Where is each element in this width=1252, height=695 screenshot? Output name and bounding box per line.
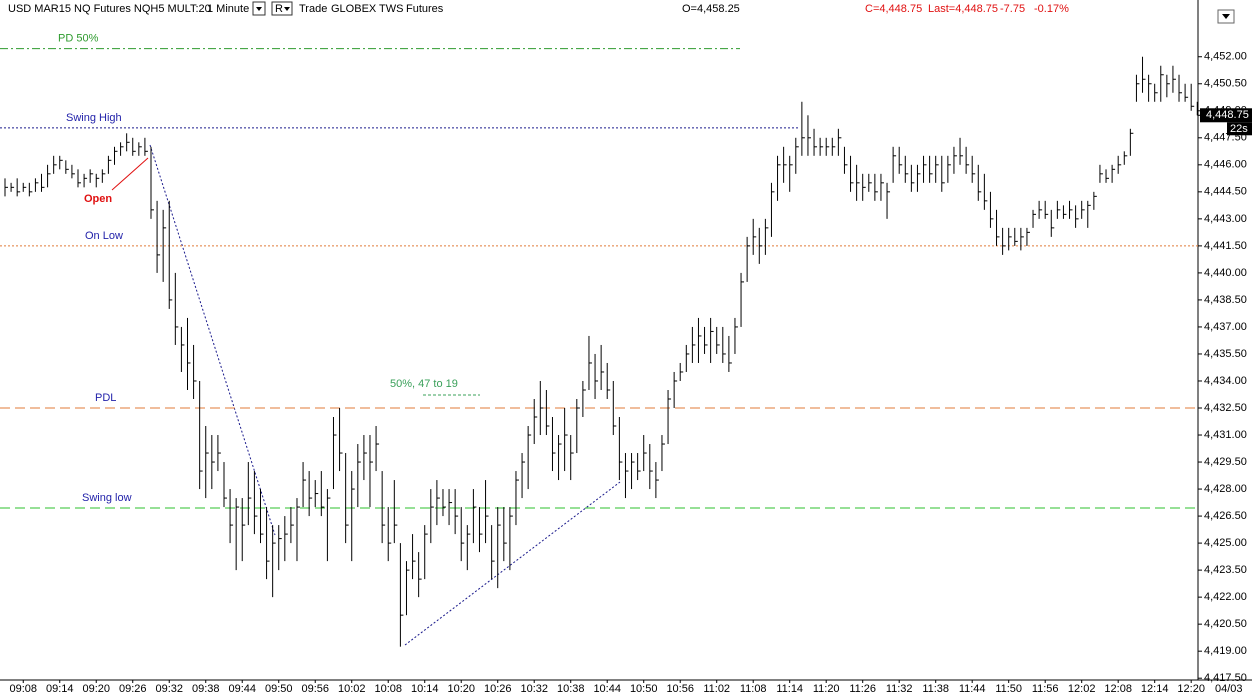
x-tick-label: 09:26	[119, 683, 147, 695]
r-button[interactable]	[271, 1, 293, 16]
date-box	[1213, 682, 1252, 695]
close-value: C=4,448.75	[865, 3, 922, 15]
x-tick-label: 09:14	[46, 683, 74, 695]
level-label: PD 50%	[58, 33, 99, 45]
x-tick-label: 10:14	[411, 683, 439, 695]
x-tick-label: 12:14	[1141, 683, 1169, 695]
y-tick-label: 4,428.00	[1204, 483, 1247, 495]
change: -7.75	[1000, 3, 1025, 15]
x-tick-label: 10:44	[593, 683, 621, 695]
header-item: Futures	[406, 3, 444, 15]
y-tick-label: 4,446.00	[1204, 159, 1247, 171]
level-label: PDL	[95, 392, 116, 404]
last-value: Last=4,448.75	[928, 3, 998, 15]
y-tick-label: 4,452.00	[1204, 51, 1247, 63]
menu-arrow	[1222, 14, 1230, 19]
price-marker-label: 4,448.75	[1206, 109, 1249, 121]
r-label: R	[275, 3, 283, 15]
swing-line	[149, 144, 276, 536]
y-tick-label: 4,422.00	[1204, 591, 1247, 603]
x-tick-label: 09:38	[192, 683, 220, 695]
y-tick-label: 4,426.50	[1204, 510, 1247, 522]
y-tick-label: 4,443.00	[1204, 213, 1247, 225]
header-item: Trade	[299, 3, 327, 15]
annotation: Open	[84, 193, 112, 205]
x-tick-label: 09:56	[301, 683, 329, 695]
y-tick-label: 4,438.50	[1204, 294, 1247, 306]
x-tick-label: 11:26	[849, 683, 876, 695]
x-tick-label: 09:44	[228, 683, 256, 695]
y-tick-label: 4,434.00	[1204, 375, 1247, 387]
open-value: O=4,458.25	[682, 3, 740, 15]
level-label: Swing High	[66, 112, 122, 124]
y-tick-label: 4,432.50	[1204, 402, 1247, 414]
x-tick-label: 11:38	[922, 683, 949, 695]
x-tick-label: 10:32	[520, 683, 548, 695]
timer-label: 22s	[1230, 123, 1248, 135]
x-tick-label: 11:50	[995, 683, 1022, 695]
open-pointer	[111, 157, 149, 191]
y-tick-label: 4,435.50	[1204, 348, 1247, 360]
y-tick-label: 4,423.50	[1204, 564, 1247, 576]
x-tick-label: 11:44	[959, 683, 986, 695]
x-tick-label: 11:02	[703, 683, 730, 695]
x-tick-label: 10:20	[447, 683, 475, 695]
y-tick-label: 4,425.00	[1204, 537, 1247, 549]
y-tick-label: 4,429.50	[1204, 456, 1247, 468]
x-tick-label: 10:08	[374, 683, 402, 695]
price-marker	[1200, 108, 1252, 123]
x-tick-label: 11:20	[813, 683, 840, 695]
y-tick-label: 4,441.50	[1204, 240, 1247, 252]
instrument: USD MAR15 NQ Futures NQH5 MULT:20	[8, 3, 211, 15]
x-tick-label: 12:02	[1068, 683, 1096, 695]
change-pct: -0.17%	[1034, 3, 1069, 15]
level-label: On Low	[85, 230, 123, 242]
x-tick-label: 12:20	[1177, 683, 1205, 695]
x-tick-label: 10:26	[484, 683, 512, 695]
swing-line	[404, 481, 621, 646]
y-tick-label: 4,417.50	[1204, 672, 1247, 684]
header: USD MAR15 NQ Futures NQH5 MULT:20 1 Minu…	[8, 1, 1235, 24]
x-tick-label: 11:08	[740, 683, 767, 695]
y-tick-label: 4,450.50	[1204, 78, 1247, 90]
x-tick-label: 11:56	[1032, 683, 1059, 695]
y-tick-label: 4,420.50	[1204, 618, 1247, 630]
timer-box	[1227, 122, 1252, 136]
y-tick-label: 4,431.00	[1204, 429, 1247, 441]
date-label: 04/03	[1215, 683, 1243, 695]
y-tick-label: 4,440.00	[1204, 267, 1247, 279]
x-tick-label: 09:20	[82, 683, 110, 695]
x-tick-label: 10:50	[630, 683, 658, 695]
x-tick-label: 10:56	[666, 683, 694, 695]
level-label: Swing low	[82, 492, 132, 504]
x-tick-label: 09:08	[9, 683, 37, 695]
y-tick-label: 4,419.00	[1204, 645, 1247, 657]
x-tick-label: 09:50	[265, 683, 293, 695]
r-arrow	[284, 7, 290, 11]
x-tick-label: 09:32	[155, 683, 183, 695]
annotation: 50%, 47 to 19	[390, 378, 458, 390]
header-item: TWS	[379, 3, 403, 15]
x-tick-label: 11:32	[886, 683, 913, 695]
x-tick-label: 10:38	[557, 683, 585, 695]
x-tick-label: 11:14	[776, 683, 803, 695]
y-tick-label: 4,444.50	[1204, 186, 1247, 198]
dropdown-arrow	[256, 7, 262, 11]
interval: 1 Minute	[207, 3, 249, 15]
x-tick-label: 10:02	[338, 683, 366, 695]
header-item: GLOBEX	[331, 3, 377, 15]
x-tick-label: 12:08	[1104, 683, 1132, 695]
y-tick-label: 4,437.00	[1204, 321, 1247, 333]
